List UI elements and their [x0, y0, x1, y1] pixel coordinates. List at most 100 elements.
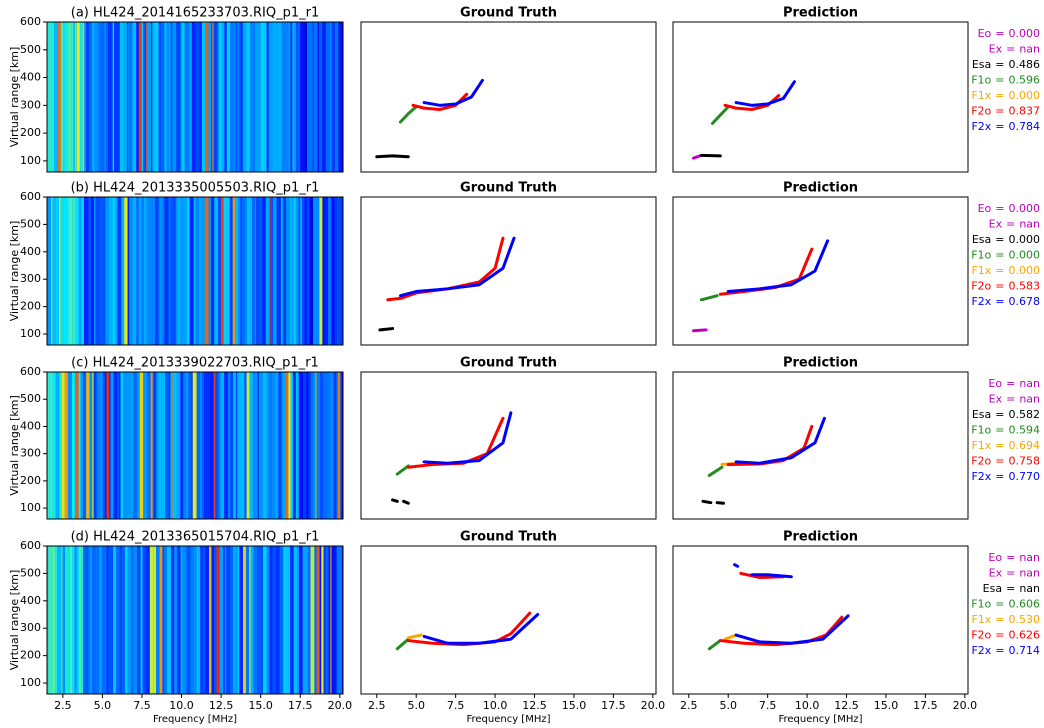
- spectrogram-stripe: [276, 197, 278, 345]
- spectrogram-stripe: [308, 372, 311, 519]
- score-name: Eo: [988, 377, 1002, 390]
- spectrogram-stripe: [295, 197, 299, 345]
- spectrogram-stripe: [86, 372, 90, 519]
- x-tick-label: 17.5: [913, 699, 938, 712]
- spectrogram-stripe: [169, 372, 172, 519]
- spectrogram-stripe: [209, 372, 214, 519]
- score-separator: =: [1006, 551, 1015, 564]
- spectrogram-stripe: [142, 546, 147, 694]
- panel-title: Prediction: [783, 530, 858, 545]
- plot-frame: [360, 196, 657, 346]
- score-name: F2o: [971, 280, 991, 293]
- spectrogram-stripe: [106, 372, 110, 519]
- spectrogram-stripe: [241, 22, 243, 172]
- plot-frame: [360, 371, 657, 520]
- spectrogram-stripe: [164, 546, 167, 694]
- spectrogram-stripe: [253, 372, 255, 519]
- score-separator: =: [995, 120, 1004, 133]
- x-axis-label: Frequency [MHz]: [153, 714, 237, 725]
- spectrogram-stripe: [269, 546, 273, 694]
- spectrogram-stripe: [254, 372, 258, 519]
- spectrogram-stripe: [168, 546, 171, 694]
- spectrogram-stripe: [235, 372, 238, 519]
- spectrogram-stripe: [211, 546, 215, 694]
- spectrogram-stripe: [75, 197, 77, 345]
- spectrogram-stripe: [184, 22, 187, 172]
- trace-line: [395, 637, 410, 651]
- score-entry: Eo = nan: [988, 377, 1040, 390]
- score-separator: =: [995, 455, 1004, 468]
- spectrogram-stripe: [101, 546, 103, 694]
- spectrogram-stripe: [300, 197, 303, 345]
- spectrogram-stripe: [82, 197, 84, 345]
- spectrogram-stripe: [136, 22, 139, 172]
- score-value: 0.837: [1009, 105, 1041, 118]
- spectrogram-stripe: [206, 372, 210, 519]
- y-tick-label: 400: [20, 594, 41, 607]
- trace-line: [734, 80, 796, 107]
- spectrogram-stripe: [249, 372, 254, 519]
- spectrogram-stripe: [266, 546, 270, 694]
- spectrogram-stripe: [296, 22, 298, 172]
- plot-frame: [46, 371, 344, 520]
- spectrogram-stripe: [321, 546, 324, 694]
- score-value: 0.000: [1009, 264, 1041, 277]
- y-tick-label: 600: [20, 15, 41, 28]
- spectrogram-stripe: [262, 546, 267, 694]
- spectrogram-stripe: [129, 22, 133, 172]
- spectrogram-stripe: [334, 197, 338, 345]
- score-entry: F1x = 0.694: [971, 439, 1040, 452]
- score-entry: Eo = 0.000: [978, 202, 1040, 215]
- spectrogram-stripe: [74, 22, 77, 172]
- x-tick-label: 20.0: [328, 699, 353, 712]
- trace-line: [398, 236, 516, 298]
- spectrogram-stripe: [189, 22, 192, 172]
- spectrogram-stripe: [110, 372, 114, 519]
- score-value: 0.000: [1009, 249, 1041, 262]
- y-tick-label: 500: [20, 43, 41, 56]
- x-tick-label: 15.0: [562, 699, 587, 712]
- spectrogram-stripe: [111, 546, 114, 694]
- spectrogram-stripe: [180, 22, 182, 172]
- spectrogram-stripe: [177, 197, 181, 345]
- spectrogram-stripe: [48, 546, 52, 694]
- spectrogram-stripe: [252, 22, 256, 172]
- spectrogram-stripe: [166, 22, 169, 172]
- x-tick-label: 7.5: [759, 699, 777, 712]
- spectrogram-stripe: [181, 22, 185, 172]
- spectrogram-stripe: [108, 197, 113, 345]
- spectrogram-stripe: [235, 22, 237, 172]
- spectrogram-stripe: [214, 197, 219, 345]
- spectrogram-stripe: [180, 197, 185, 345]
- score-separator: =: [1006, 218, 1015, 231]
- y-tick-label: 300: [20, 272, 41, 285]
- spectrogram-stripe: [90, 22, 93, 172]
- score-value: 0.486: [1009, 58, 1041, 71]
- spectrogram-stripe: [230, 22, 234, 172]
- y-tick-label: 200: [20, 300, 41, 313]
- spectrogram-stripe: [90, 197, 94, 345]
- spectrogram-stripe: [280, 197, 284, 345]
- spectrogram-stripe: [237, 546, 240, 694]
- spectrogram-stripe: [152, 197, 156, 345]
- spectrogram-stripe: [60, 22, 64, 172]
- score-value: 0.714: [1009, 644, 1041, 657]
- score-entry: Esa = 0.486: [972, 58, 1040, 71]
- score-name: Esa: [972, 408, 991, 421]
- spectrogram-stripe: [244, 197, 247, 345]
- trace-line: [398, 105, 418, 124]
- y-tick-label: 500: [20, 392, 41, 405]
- spectrogram-stripe: [289, 197, 292, 345]
- spectrogram-stripe: [51, 22, 55, 172]
- spectrogram-stripe: [297, 372, 300, 519]
- spectrogram-stripe: [282, 372, 286, 519]
- score-value: nan: [1019, 377, 1040, 390]
- spectrogram-stripe: [278, 372, 281, 519]
- spectrogram-stripe: [298, 197, 301, 345]
- spectrogram-stripe: [184, 197, 187, 345]
- spectrogram-stripe: [86, 22, 89, 172]
- score-entry: Ex = nan: [989, 43, 1040, 56]
- spectrogram-stripe: [106, 22, 109, 172]
- spectrogram-stripe: [150, 22, 153, 172]
- spectrogram-stripe: [182, 546, 186, 694]
